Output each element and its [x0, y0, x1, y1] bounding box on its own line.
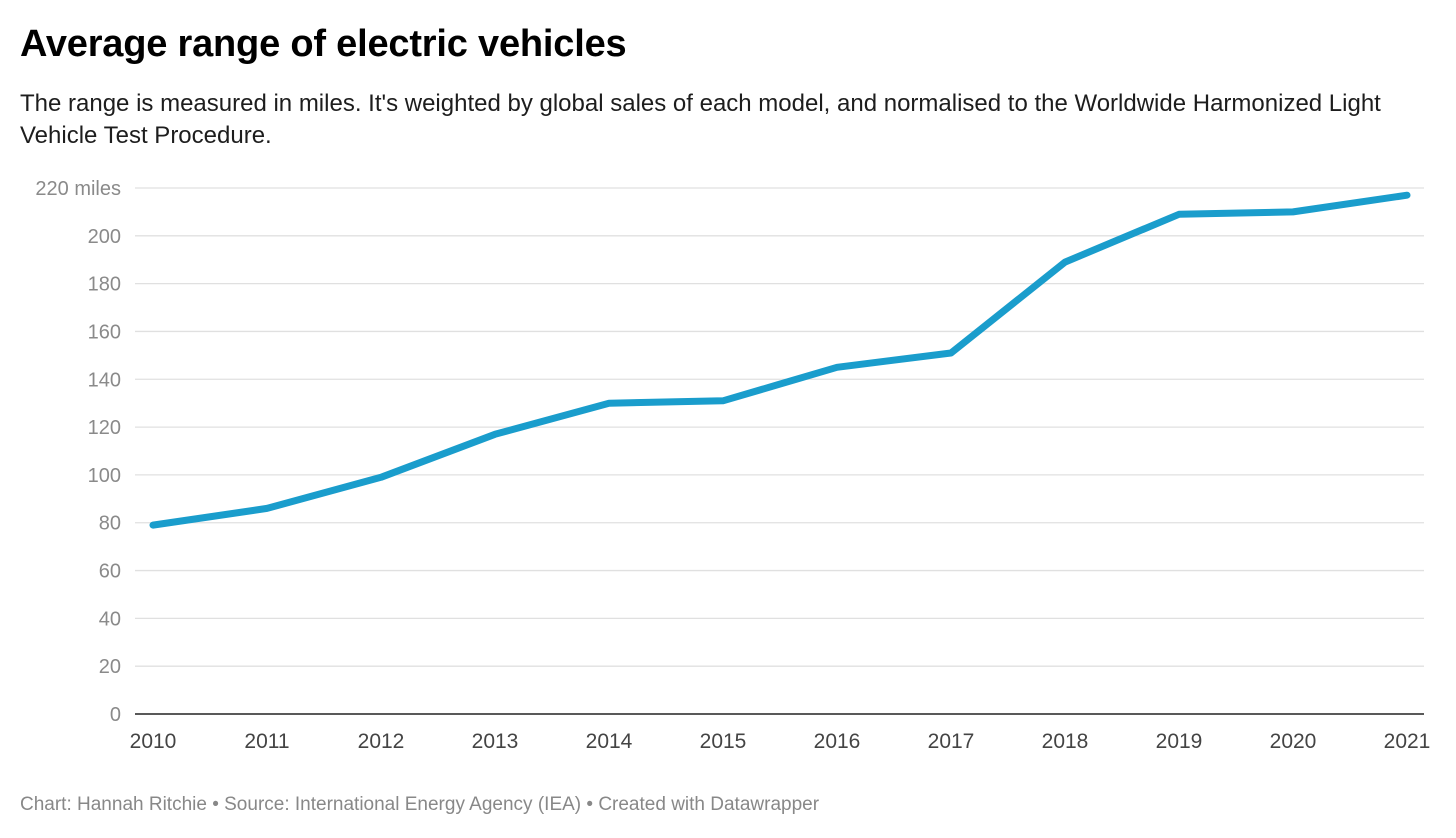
y-tick-label: 0 — [110, 704, 121, 726]
x-tick-label: 2016 — [814, 730, 861, 753]
data-point-2014 — [606, 400, 613, 407]
x-tick-label: 2020 — [1270, 730, 1317, 753]
data-point-2013 — [492, 431, 499, 438]
y-tick-label: 80 — [99, 513, 121, 535]
x-tick-label: 2021 — [1384, 730, 1431, 753]
data-point-2016 — [834, 364, 841, 371]
data-point-2020 — [1290, 208, 1297, 215]
x-tick-label: 2012 — [358, 730, 405, 753]
data-point-2010 — [150, 522, 157, 529]
data-point-2015 — [720, 397, 727, 404]
x-tick-label: 2011 — [244, 730, 289, 753]
y-tick-label: 220 miles — [35, 178, 121, 200]
y-tick-label: 20 — [99, 656, 121, 678]
chart-title: Average range of electric vehicles — [20, 23, 627, 65]
chart-footer-credit: Chart: Hannah Ritchie • Source: Internat… — [20, 794, 820, 815]
chart-subtitle: The range is measured in miles. It's wei… — [20, 90, 1381, 149]
x-tick-label: 2015 — [700, 730, 747, 753]
y-axis-tick-labels: 0 20 40 60 80 100 120 140 160 180 200 220 miles — [35, 178, 121, 726]
y-tick-label: 60 — [99, 561, 121, 583]
x-tick-label: 2018 — [1042, 730, 1089, 753]
y-tick-label: 40 — [99, 608, 121, 630]
y-tick-label: 100 — [88, 465, 121, 487]
y-tick-label: 160 — [88, 321, 121, 343]
y-tick-label: 180 — [88, 274, 121, 296]
x-tick-label: 2017 — [928, 730, 975, 753]
y-tick-label: 200 — [88, 226, 121, 248]
data-point-2019 — [1176, 211, 1183, 218]
y-tick-label: 140 — [88, 369, 121, 391]
x-tick-label: 2013 — [472, 730, 519, 753]
data-series — [149, 191, 1411, 529]
data-point-2018 — [1062, 259, 1069, 266]
data-point-2021 — [1404, 192, 1411, 199]
data-point-2011 — [264, 505, 271, 512]
x-axis-tick-labels: 2010 2011 2012 2013 2014 2015 2016 2017 2018 2019… — [130, 730, 1431, 753]
x-tick-label: 2019 — [1156, 730, 1203, 753]
data-point-2012 — [378, 474, 385, 481]
x-tick-label: 2014 — [586, 730, 633, 753]
series-line-0 — [149, 191, 1411, 529]
data-point-2017 — [948, 349, 955, 356]
y-tick-label: 120 — [88, 417, 121, 439]
x-tick-label: 2010 — [130, 730, 177, 753]
gridlines — [135, 187, 1424, 667]
